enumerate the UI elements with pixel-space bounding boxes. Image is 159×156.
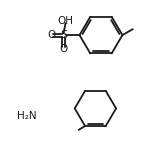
Text: S: S bbox=[60, 30, 67, 40]
Text: O: O bbox=[59, 44, 68, 54]
Text: O: O bbox=[48, 30, 56, 40]
Text: H₂N: H₂N bbox=[17, 111, 37, 121]
Text: OH: OH bbox=[58, 16, 73, 26]
